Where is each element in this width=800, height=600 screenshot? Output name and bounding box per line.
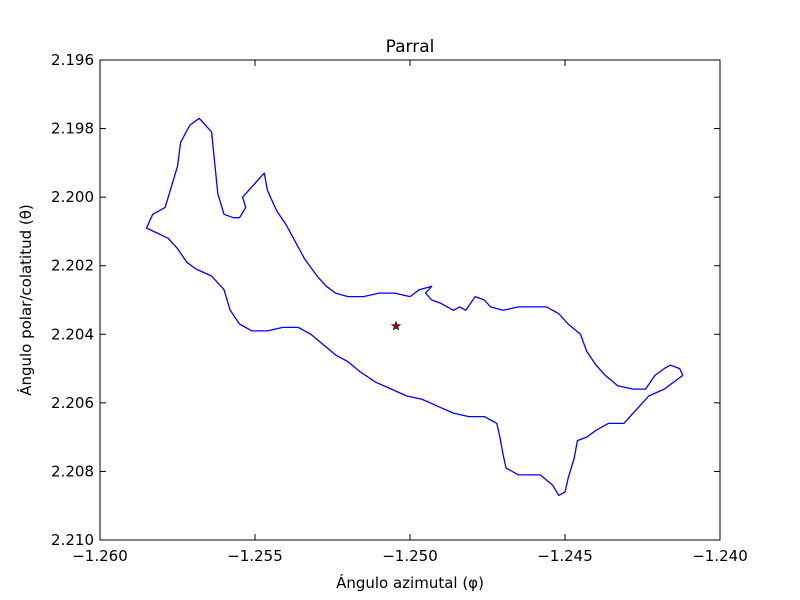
plot-frame	[99, 59, 721, 541]
x-tick-label: −1.245	[537, 547, 593, 565]
y-tick-label: 2.206	[51, 394, 94, 412]
x-axis-label: Ángulo azimutal (φ)	[336, 573, 484, 592]
axis-ticks: −1.260 −1.255 −1.250 −1.245 −1.240 2.196 2.198…	[51, 51, 748, 565]
x-tick-label: −1.240	[692, 547, 748, 565]
y-tick-label: 2.210	[51, 531, 94, 549]
y-tick-label: 2.200	[51, 188, 94, 206]
y-tick-label: 2.198	[51, 120, 94, 138]
y-tick-label: 2.202	[51, 257, 94, 275]
centroid-star-marker	[390, 320, 402, 331]
x-tick-label: −1.250	[382, 547, 438, 565]
y-axis-label: Ángulo polar/colatitud (θ)	[16, 204, 35, 396]
chart-title: Parral	[386, 37, 435, 57]
plot-area	[145, 117, 684, 497]
y-tick-label: 2.208	[51, 462, 94, 480]
y-tick-label: 2.204	[51, 325, 94, 343]
x-tick-label: −1.260	[72, 547, 128, 565]
x-tick-label: −1.255	[227, 547, 283, 565]
y-tick-label: 2.196	[51, 51, 94, 69]
boundary-line	[145, 117, 684, 497]
